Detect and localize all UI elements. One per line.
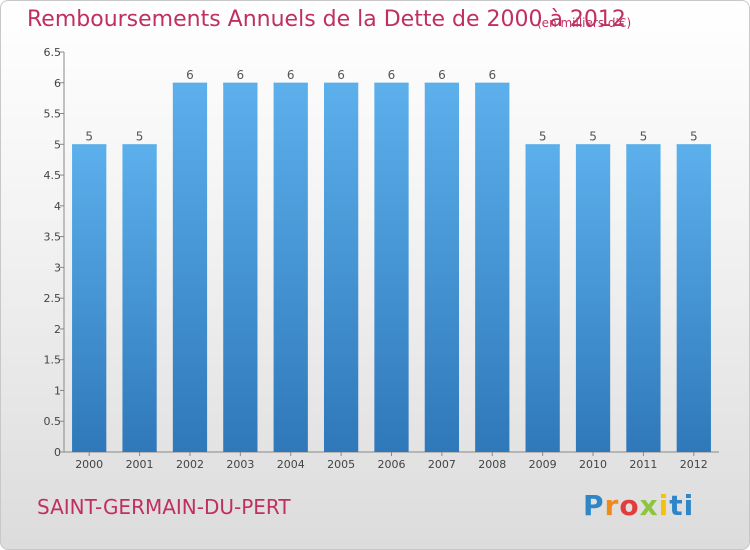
x-tick-label: 2004 xyxy=(277,458,305,471)
chart-subtitle: (en milliers d'€) xyxy=(537,16,632,30)
bar-top-2002 xyxy=(172,82,208,85)
bar-value-label: 6 xyxy=(337,68,345,82)
bar-top-2009 xyxy=(525,144,560,147)
bar-2010 xyxy=(575,144,611,453)
y-tick-label: 1.5 xyxy=(44,354,62,367)
bar-2000 xyxy=(72,144,107,453)
bar-2007 xyxy=(424,82,460,453)
y-tick-label: 3 xyxy=(54,261,61,274)
bar-value-label: 6 xyxy=(287,68,295,82)
y-tick-label: 4 xyxy=(54,200,61,213)
y-tick-label: 1 xyxy=(54,384,61,397)
bar-top-2003 xyxy=(223,82,258,85)
chart-title: Remboursements Annuels de la Dette de 20… xyxy=(27,7,626,32)
bar-top-2010 xyxy=(575,144,611,147)
y-tick-label: 2 xyxy=(54,323,61,336)
x-tick-label: 2007 xyxy=(428,458,456,471)
bar-2002 xyxy=(172,82,208,453)
x-tick-label: 2001 xyxy=(126,458,154,471)
bar-top-2008 xyxy=(475,82,510,85)
bar-top-2005 xyxy=(323,82,359,85)
bar-value-label: 6 xyxy=(488,68,496,82)
x-tick-label: 2006 xyxy=(378,458,406,471)
x-tick-label: 2008 xyxy=(478,458,506,471)
x-tick-label: 2012 xyxy=(680,458,708,471)
y-tick-label: 0.5 xyxy=(44,415,62,428)
y-tick-label: 5.5 xyxy=(44,108,62,121)
bar-value-label: 6 xyxy=(237,68,245,82)
y-tick-label: 5 xyxy=(54,138,61,151)
bar-top-2006 xyxy=(374,82,409,85)
bar-top-2001 xyxy=(122,144,157,147)
x-tick-label: 2010 xyxy=(579,458,607,471)
y-tick-label: 4.5 xyxy=(44,169,62,182)
bar-top-2007 xyxy=(424,82,460,85)
bar-top-2011 xyxy=(626,144,661,147)
bar-value-label: 6 xyxy=(388,68,396,82)
bar-2011 xyxy=(626,144,661,453)
bar-value-label: 6 xyxy=(186,68,194,82)
bar-value-label: 5 xyxy=(539,129,547,143)
bar-2012 xyxy=(676,144,711,453)
bar-2003 xyxy=(223,82,258,453)
chart-axes: 0 0.5 1 1.5 2 2.5 3 3.5 4 4.5 5 5.5 6 6.5 2000 2001 2002… xyxy=(44,46,719,471)
bar-2009 xyxy=(525,144,560,453)
proxiti-logo: Proxiti xyxy=(583,489,695,522)
x-tick-label: 2009 xyxy=(529,458,557,471)
x-tick-label: 2011 xyxy=(629,458,657,471)
bar-value-label: 6 xyxy=(438,68,446,82)
bar-2001 xyxy=(122,144,157,453)
x-tick-label: 2002 xyxy=(176,458,204,471)
y-tick-label: 6 xyxy=(54,77,61,90)
x-tick-label: 2003 xyxy=(226,458,254,471)
bar-value-label: 5 xyxy=(136,129,144,143)
bar-2005 xyxy=(323,82,359,453)
y-tick-label: 0 xyxy=(54,446,61,459)
bar-value-label: 5 xyxy=(85,129,93,143)
y-tick-label: 3.5 xyxy=(44,231,62,244)
x-tick-label: 2005 xyxy=(327,458,355,471)
bar-top-2012 xyxy=(676,144,711,147)
y-tick-label: 2.5 xyxy=(44,292,62,305)
bar-value-label: 5 xyxy=(640,129,648,143)
y-tick-label: 6.5 xyxy=(44,46,62,59)
bar-value-label: 5 xyxy=(690,129,698,143)
x-tick-label: 2000 xyxy=(75,458,103,471)
bar-top-2004 xyxy=(273,82,308,85)
bar-2006 xyxy=(374,82,409,453)
chart-bars xyxy=(72,82,711,453)
bar-2004 xyxy=(273,82,308,453)
bar-value-label: 5 xyxy=(589,129,597,143)
place-name: SAINT-GERMAIN-DU-PERT xyxy=(37,495,291,519)
bar-2008 xyxy=(475,82,510,453)
bar-top-2000 xyxy=(72,144,107,147)
chart-labels: 5 5 6 6 6 6 6 6 6 5 5 5 5 xyxy=(85,68,697,144)
